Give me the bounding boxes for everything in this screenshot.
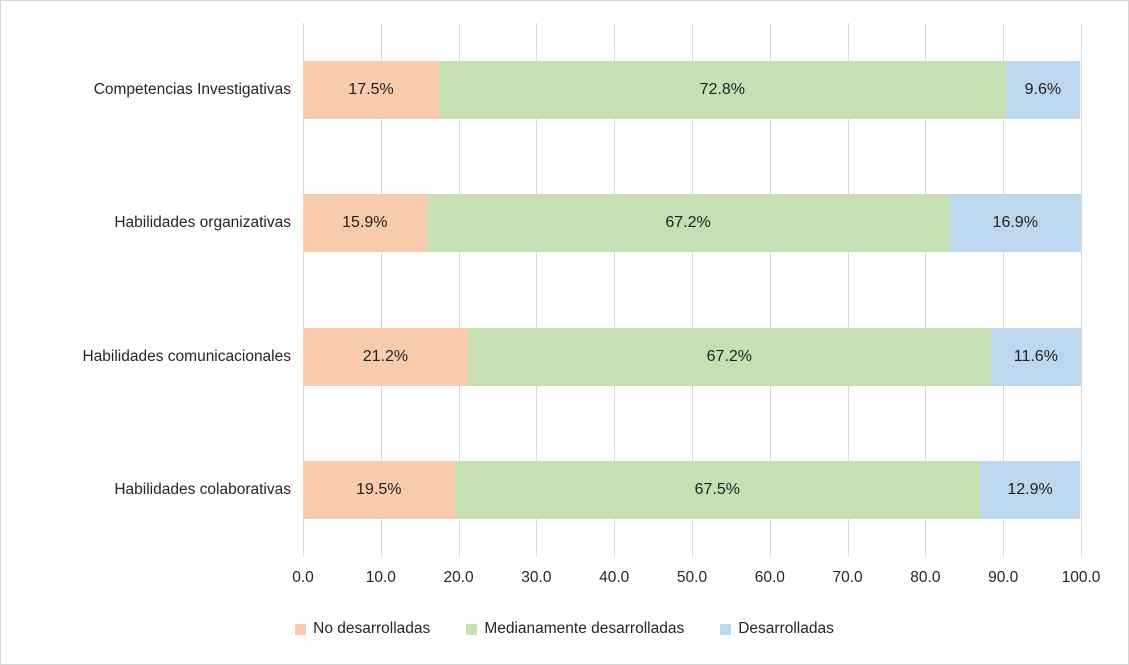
legend-swatch-icon [466,623,478,635]
x-tick-label: 70.0 [832,569,863,586]
legend-swatch-icon [720,623,732,635]
x-tick-label: 80.0 [910,569,941,586]
bar-segment: 67.2% [467,327,991,386]
x-tick-label: 60.0 [754,569,785,586]
legend-item: Desarrolladas [720,620,834,638]
legend: No desarrolladas Medianamente desarrollad… [1,620,1128,638]
bar-segment: 12.9% [979,461,1081,520]
x-tick-label: 50.0 [676,569,708,586]
data-label: 9.6% [1024,80,1062,98]
gridline [303,23,304,557]
data-label: 21.2% [362,347,409,365]
bar-segment: 15.9% [303,194,427,253]
legend-item: Medianamente desarrolladas [466,620,684,638]
data-label: 17.5% [348,80,394,98]
bar-segment: 21.2% [303,327,468,386]
legend-label: No desarrolladas [313,620,431,637]
data-label: 67.2% [665,214,711,232]
gridline [614,23,616,557]
bar-segment: 67.2% [426,194,950,253]
bar-row: 21.2% 67.2% 11.6% [303,327,1081,386]
bar-segment: 9.6% [1005,60,1081,119]
data-label: 67.2% [706,347,753,365]
bar-segment: 72.8% [439,60,1006,119]
x-tick-label: 10.0 [365,569,396,586]
legend-label: Medianamente desarrolladas [484,620,685,637]
gridline [380,23,382,557]
gridline [1081,23,1082,557]
data-label: 11.6% [1013,347,1058,365]
data-label: 19.5% [356,481,402,499]
x-tick-label: 40.0 [599,569,630,586]
data-label: 67.5% [694,481,740,499]
gridline [458,23,460,557]
legend-swatch-icon [295,623,307,635]
gridline [692,23,693,557]
bar-segment: 67.5% [454,461,980,520]
data-label: 16.9% [992,214,1038,232]
data-label: 15.9% [342,214,388,232]
bar-segment: 17.5% [303,60,440,119]
bar-row: 15.9% 67.2% 16.9% [303,194,1081,253]
bar-row: 17.5% 72.8% 9.6% [303,60,1081,119]
legend-item: No desarrolladas [295,620,430,638]
gridline [925,23,927,557]
bar-segment: 16.9% [949,194,1081,253]
data-label: 12.9% [1007,481,1053,499]
x-tick-label: 0.0 [292,569,314,586]
category-label: Competencias Investigativas [93,80,291,98]
category-label: Habilidades comunicacionales [82,347,291,365]
gridline [847,23,849,557]
gridline [536,23,538,557]
gridline [769,23,771,557]
x-tick-label: 30.0 [521,569,552,586]
bar-segment: 11.6% [990,327,1081,386]
data-label: 72.8% [699,80,746,98]
category-label: Habilidades organizativas [114,214,291,232]
gridline [1003,23,1005,557]
category-label: Habilidades colaborativas [114,481,291,499]
x-tick-label: 20.0 [443,569,474,586]
bar-row: 19.5% 67.5% 12.9% [303,461,1081,520]
bar-segment: 19.5% [303,461,455,520]
x-tick-label: 90.0 [988,569,1019,586]
x-tick-label: 100.0 [1061,569,1101,586]
plot-area: 17.5% 72.8% 9.6% 15.9% 67.2% 16.9% 21.2% 67.2% 1… [303,23,1082,557]
legend-label: Desarrolladas [738,620,834,637]
